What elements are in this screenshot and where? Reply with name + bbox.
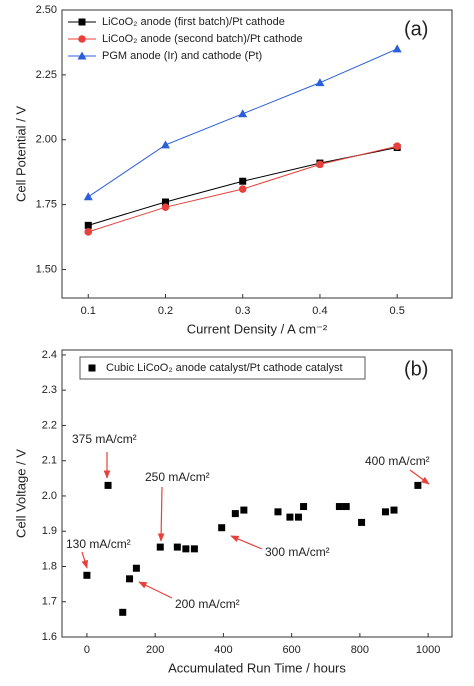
x-tick-label: 800 bbox=[351, 644, 369, 656]
marker bbox=[286, 513, 294, 521]
marker bbox=[84, 228, 93, 236]
legend-label: Cubic LiCoO₂ anode catalyst/Pt cathode c… bbox=[106, 362, 343, 374]
marker bbox=[126, 575, 134, 583]
annotation: 200 mA/cm² bbox=[175, 597, 240, 611]
marker bbox=[83, 571, 91, 579]
marker bbox=[119, 608, 127, 616]
marker bbox=[88, 364, 96, 372]
marker bbox=[274, 508, 282, 516]
legend-box bbox=[79, 356, 366, 380]
marker bbox=[104, 481, 112, 489]
marker bbox=[173, 543, 181, 551]
x-tick-label: 0.1 bbox=[81, 305, 96, 317]
annotation: 300 mA/cm² bbox=[265, 545, 330, 559]
marker bbox=[161, 203, 170, 211]
marker bbox=[240, 506, 248, 514]
marker bbox=[316, 160, 324, 169]
y-axis-label: Cell Potential / V bbox=[13, 106, 28, 202]
marker bbox=[156, 543, 164, 551]
marker bbox=[315, 78, 325, 87]
marker bbox=[238, 185, 247, 193]
y-tick-label: 2.4 bbox=[42, 349, 57, 361]
y-tick-label: 1.50 bbox=[36, 263, 57, 275]
marker bbox=[83, 192, 93, 201]
x-tick-label: 0.5 bbox=[390, 305, 405, 317]
y-tick-label: 2.50 bbox=[36, 4, 57, 16]
panel-label: (b) bbox=[404, 358, 428, 380]
y-tick-label: 2.1 bbox=[42, 455, 57, 467]
marker bbox=[238, 109, 248, 118]
marker bbox=[78, 35, 86, 43]
marker bbox=[160, 140, 170, 149]
x-tick-label: 1000 bbox=[416, 644, 440, 656]
annotation-arrow bbox=[138, 581, 173, 599]
legend-label: PGM anode (Ir) and cathode (Pt) bbox=[102, 50, 262, 62]
x-tick-label: 0.3 bbox=[235, 305, 250, 317]
y-tick-label: 2.3 bbox=[42, 384, 57, 396]
marker bbox=[78, 18, 86, 26]
y-tick-label: 2.0 bbox=[42, 490, 57, 502]
y-tick-label: 2.00 bbox=[36, 134, 57, 146]
y-tick-label: 1.8 bbox=[42, 560, 57, 572]
marker bbox=[342, 503, 350, 511]
x-axis-label: Accumulated Run Time / hours bbox=[168, 660, 346, 675]
marker bbox=[84, 221, 92, 229]
marker bbox=[393, 142, 401, 151]
series-line bbox=[87, 48, 398, 198]
legend-label: LiCoO₂ anode (second batch)/Pt cathode bbox=[102, 33, 303, 45]
x-tick-label: 0.4 bbox=[312, 305, 327, 317]
marker bbox=[390, 506, 398, 514]
annotation: 250 mA/cm² bbox=[145, 470, 210, 484]
marker bbox=[161, 198, 169, 206]
x-tick-label: 400 bbox=[214, 644, 232, 656]
annotation: 375 mA/cm² bbox=[72, 432, 137, 446]
y-tick-label: 2.25 bbox=[36, 69, 57, 81]
y-tick-label: 1.6 bbox=[42, 631, 57, 643]
x-tick-label: 600 bbox=[282, 644, 300, 656]
x-axis-label: Current Density / A cm⁻² bbox=[187, 321, 328, 336]
marker bbox=[392, 44, 402, 53]
marker bbox=[335, 503, 343, 511]
marker bbox=[239, 177, 247, 185]
marker bbox=[182, 545, 190, 553]
marker bbox=[300, 503, 308, 511]
marker bbox=[231, 510, 239, 518]
marker bbox=[381, 508, 389, 516]
x-tick-label: 0.2 bbox=[158, 305, 173, 317]
annotation-arrow bbox=[409, 469, 430, 485]
y-tick-label: 1.9 bbox=[42, 525, 57, 537]
marker bbox=[358, 518, 366, 526]
annotation-arrow bbox=[81, 551, 88, 569]
x-tick-label: 200 bbox=[146, 644, 164, 656]
marker bbox=[190, 545, 198, 553]
y-tick-label: 1.7 bbox=[42, 596, 57, 608]
annotation: 130 mA/cm² bbox=[66, 537, 131, 551]
annotation-arrow bbox=[230, 535, 263, 550]
x-tick-label: 0 bbox=[84, 644, 90, 656]
y-tick-label: 1.75 bbox=[36, 199, 57, 211]
marker bbox=[77, 51, 87, 60]
legend-label: LiCoO₂ anode (first batch)/Pt cathode bbox=[102, 16, 285, 28]
plot-frame bbox=[61, 9, 453, 299]
marker bbox=[132, 564, 140, 572]
marker bbox=[294, 513, 302, 521]
marker bbox=[218, 524, 226, 532]
marker bbox=[414, 481, 422, 489]
y-tick-label: 2.2 bbox=[42, 419, 57, 431]
panel-label: (a) bbox=[404, 18, 428, 40]
plot-frame bbox=[61, 349, 453, 638]
annotation-arrow bbox=[157, 486, 165, 542]
y-axis-label: Cell Voltage / V bbox=[13, 449, 28, 538]
annotation: 400 mA/cm² bbox=[365, 454, 430, 468]
